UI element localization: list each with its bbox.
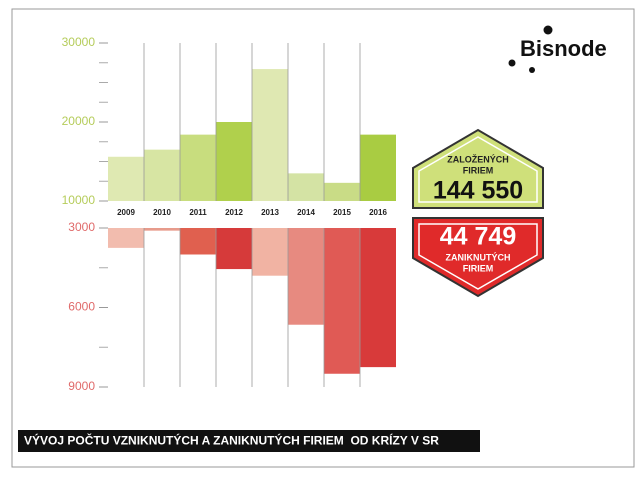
callout-value: 144 550 <box>433 177 523 205</box>
y-tick-label: 6000 <box>68 300 95 314</box>
bar <box>108 228 144 248</box>
callout-shape <box>412 217 544 298</box>
logo: Bisnode <box>508 25 607 73</box>
y-tick-label: 10000 <box>62 193 96 207</box>
y-tick-label: 9000 <box>68 379 95 393</box>
footer-title: VÝVOJ POČTU VZNIKNUTÝCH A ZANIKNUTÝCH FI… <box>24 433 439 448</box>
x-tick-label: 2015 <box>333 208 351 217</box>
bar <box>108 156 144 201</box>
x-tick-label: 2016 <box>369 208 387 217</box>
bar <box>144 228 180 231</box>
bar <box>324 228 360 374</box>
x-tick-label: 2009 <box>117 208 135 217</box>
logo-dot <box>508 59 516 67</box>
y-tick-label: 30000 <box>62 35 96 49</box>
bar <box>180 228 216 255</box>
callout-label: ZANIKNUTÝCH <box>446 251 511 262</box>
bar <box>324 182 360 201</box>
footer-bar <box>18 430 480 452</box>
y-tick-label: 3000 <box>68 220 95 234</box>
callout-shape <box>412 128 544 209</box>
logo-dot <box>543 25 553 35</box>
bar <box>180 134 216 201</box>
bar <box>360 134 396 201</box>
callout-value: 44 749 <box>440 223 516 251</box>
x-tick-label: 2011 <box>189 208 207 217</box>
y-tick-label: 20000 <box>62 114 96 128</box>
callout-inner <box>418 136 538 203</box>
bar <box>216 228 252 270</box>
bar <box>252 69 288 201</box>
logo-dot <box>529 67 535 73</box>
logo-text: Bisnode <box>520 36 607 61</box>
bar <box>216 122 252 201</box>
x-tick-label: 2010 <box>153 208 171 217</box>
x-tick-label: 2012 <box>225 208 243 217</box>
callout-label: FIRIEM <box>463 165 494 175</box>
x-tick-label: 2013 <box>261 208 279 217</box>
callout-label: ZALOŽENÝCH <box>447 153 509 164</box>
bar <box>252 228 288 276</box>
x-tick-label: 2014 <box>297 208 315 217</box>
bar <box>144 149 180 201</box>
callout-label: FIRIEM <box>463 263 494 273</box>
bar <box>360 228 396 368</box>
bar <box>288 228 324 325</box>
bar <box>288 173 324 201</box>
callout-inner <box>418 223 538 290</box>
